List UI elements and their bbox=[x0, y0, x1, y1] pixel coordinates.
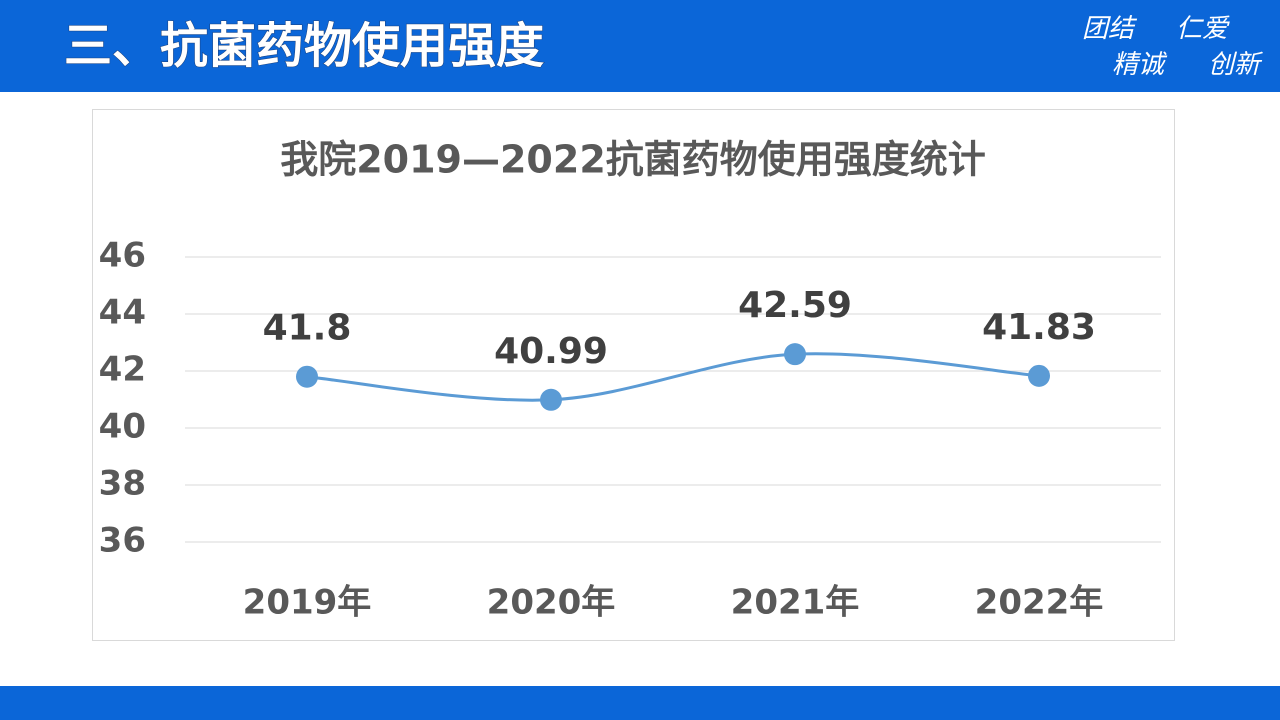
data-point bbox=[296, 365, 318, 388]
x-tick-label: 2022年 bbox=[975, 583, 1104, 623]
y-tick-label: 36 bbox=[99, 521, 146, 561]
x-tick-label: 2019年 bbox=[243, 583, 372, 623]
y-tick-label: 42 bbox=[99, 350, 146, 390]
header-title: 三、抗菌药物使用强度 bbox=[64, 18, 544, 74]
chart-title: 我院2019—2022抗菌药物使用强度统计 bbox=[280, 138, 986, 182]
data-label: 42.59 bbox=[738, 285, 852, 326]
chart-frame bbox=[92, 109, 1175, 641]
motto-word: 仁爱 bbox=[1176, 14, 1230, 44]
data-label: 40.99 bbox=[494, 331, 608, 372]
motto-word: 创新 bbox=[1208, 50, 1264, 80]
motto-word: 团结 bbox=[1082, 14, 1138, 44]
data-point bbox=[1028, 364, 1050, 387]
data-label: 41.8 bbox=[263, 308, 352, 349]
footer-bar bbox=[0, 686, 1280, 720]
header-bar bbox=[0, 0, 1280, 92]
y-tick-label: 46 bbox=[99, 236, 146, 276]
y-tick-label: 38 bbox=[99, 464, 146, 504]
y-tick-label: 44 bbox=[99, 293, 146, 333]
x-tick-label: 2021年 bbox=[731, 583, 860, 623]
data-point bbox=[540, 388, 562, 411]
motto-word: 精诚 bbox=[1112, 50, 1168, 80]
x-tick-label: 2020年 bbox=[487, 583, 616, 623]
series-line bbox=[306, 352, 1040, 402]
data-point bbox=[784, 343, 806, 366]
y-tick-label: 40 bbox=[99, 407, 146, 447]
data-label: 41.83 bbox=[982, 307, 1096, 348]
